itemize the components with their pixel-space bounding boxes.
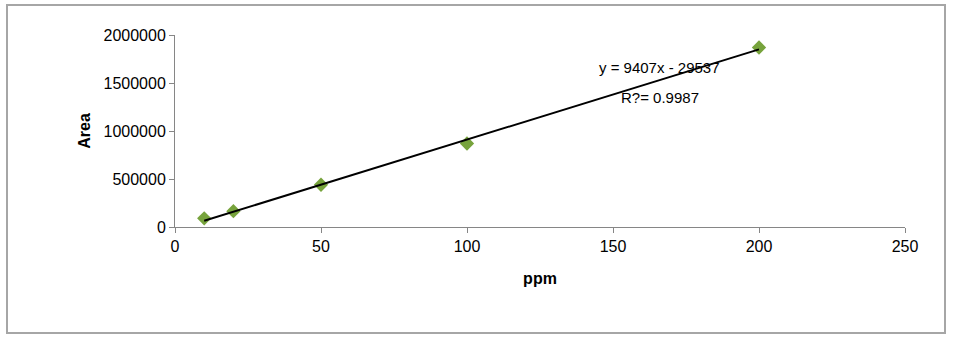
svg-text:ppm: ppm — [523, 270, 557, 287]
svg-text:500000: 500000 — [112, 171, 165, 188]
svg-text:2000000: 2000000 — [104, 27, 166, 44]
svg-text:0: 0 — [171, 238, 180, 255]
svg-text:150: 150 — [600, 238, 627, 255]
svg-text:1000000: 1000000 — [104, 123, 166, 140]
svg-text:100: 100 — [454, 238, 481, 255]
svg-text:Area: Area — [76, 113, 93, 149]
svg-text:R?= 0.9987: R?= 0.9987 — [621, 89, 699, 106]
svg-text:200: 200 — [746, 238, 773, 255]
svg-text:1500000: 1500000 — [104, 75, 166, 92]
svg-text:y = 9407x - 29537: y = 9407x - 29537 — [599, 59, 720, 76]
svg-text:0: 0 — [157, 219, 166, 236]
svg-text:250: 250 — [892, 238, 919, 255]
svg-text:50: 50 — [312, 238, 330, 255]
